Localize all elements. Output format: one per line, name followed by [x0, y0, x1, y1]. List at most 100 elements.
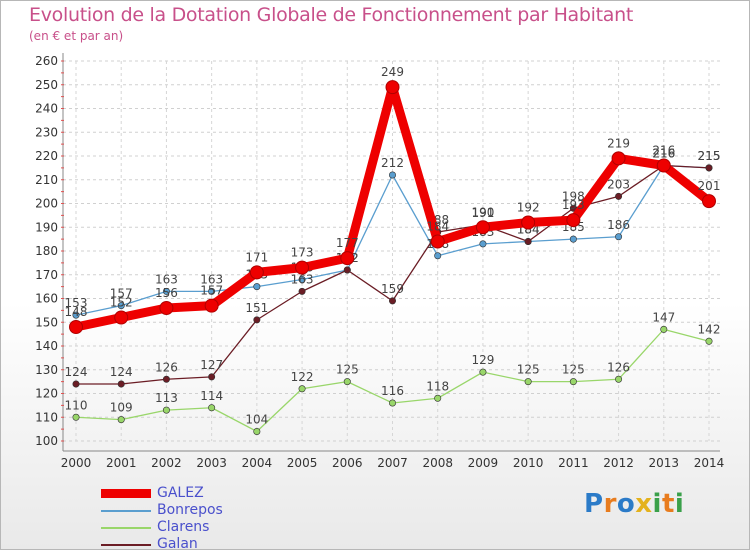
data-label: 124: [65, 365, 88, 379]
data-point: [295, 260, 310, 275]
chart-title: Evolution de la Dotation Globale de Fonc…: [29, 4, 634, 26]
legend-swatch-bonrepos: [101, 510, 151, 512]
y-tick-label: 170: [35, 268, 58, 282]
data-label: 157: [200, 284, 223, 298]
data-label: 157: [110, 287, 133, 301]
y-tick-label: 130: [35, 363, 58, 377]
data-point: [388, 171, 396, 179]
data-label: 104: [245, 413, 268, 427]
logo-letter: i: [674, 489, 685, 519]
y-tick-label: 140: [35, 339, 58, 353]
data-label: 148: [65, 305, 88, 319]
data-point: [117, 416, 125, 424]
x-tick-label: 2011: [558, 456, 589, 470]
data-label: 142: [698, 322, 721, 336]
data-point: [343, 378, 351, 386]
data-label: 192: [517, 201, 540, 215]
data-label: 113: [155, 391, 178, 405]
y-tick-label: 200: [35, 197, 58, 211]
data-point: [298, 275, 306, 283]
x-tick-label: 2012: [603, 456, 634, 470]
data-label: 152: [110, 296, 133, 310]
chart-subtitle: (en € et par an): [29, 29, 124, 43]
data-point: [253, 316, 261, 324]
legend-swatch-clarens: [101, 527, 151, 529]
data-point: [524, 378, 532, 386]
data-label: 153: [65, 296, 88, 310]
data-point: [388, 399, 396, 407]
data-label: 109: [110, 401, 133, 415]
data-point: [72, 380, 80, 388]
data-point: [253, 283, 261, 291]
data-point: [204, 298, 219, 313]
data-label: 249: [381, 65, 404, 79]
y-tick-label: 190: [35, 220, 58, 234]
y-tick-label: 180: [35, 244, 58, 258]
data-label: 110: [65, 398, 88, 412]
data-label: 190: [471, 205, 494, 219]
data-point: [705, 337, 713, 345]
data-label: 125: [336, 363, 359, 377]
data-point: [343, 266, 351, 274]
data-point: [385, 80, 400, 95]
data-point: [208, 404, 216, 412]
data-label: 163: [200, 272, 223, 286]
data-label: 116: [381, 384, 404, 398]
data-point: [72, 413, 80, 421]
data-label: 126: [155, 360, 178, 374]
data-point: [388, 297, 396, 305]
data-label: 215: [698, 149, 721, 163]
legend-label: Clarens: [157, 519, 210, 535]
logo-letter: x: [635, 489, 653, 519]
data-point: [249, 265, 264, 280]
data-point: [434, 252, 442, 260]
data-label: 127: [200, 358, 223, 372]
data-label: 216: [652, 147, 675, 161]
y-tick-label: 230: [35, 125, 58, 139]
data-point: [569, 235, 577, 243]
data-label: 156: [155, 286, 178, 300]
data-label: 114: [200, 389, 223, 403]
y-tick-label: 210: [35, 173, 58, 187]
x-tick-label: 2010: [513, 456, 544, 470]
y-tick-label: 110: [35, 410, 58, 424]
data-label: 163: [155, 272, 178, 286]
data-point: [705, 164, 713, 172]
data-point: [434, 394, 442, 402]
legend-swatch-galan: [101, 544, 151, 546]
data-label: 129: [471, 353, 494, 367]
data-label: 219: [607, 136, 630, 150]
data-label: 203: [607, 177, 630, 191]
data-point: [114, 310, 129, 325]
data-point: [162, 406, 170, 414]
data-point: [430, 234, 445, 249]
data-point: [208, 287, 216, 295]
x-tick-label: 2001: [106, 456, 137, 470]
data-point: [159, 301, 174, 315]
legend-label: Bonrepos: [157, 502, 223, 518]
x-tick-label: 2000: [61, 456, 92, 470]
data-point: [702, 194, 716, 209]
data-label: 198: [562, 189, 585, 203]
y-tick-label: 240: [35, 102, 58, 116]
logo-letter: o: [616, 489, 636, 519]
data-point: [298, 385, 306, 393]
data-label: 177: [336, 236, 359, 250]
data-label: 216: [652, 147, 675, 161]
data-point: [117, 302, 125, 310]
y-tick-label: 250: [35, 78, 58, 92]
data-label: 215: [698, 149, 721, 163]
x-tick-label: 2009: [468, 456, 499, 470]
x-tick-label: 2014: [694, 456, 725, 470]
series-clarens: 110 109 113 114 104 122 125 116 118 129 125 125 126 1…: [65, 310, 721, 435]
data-label: 201: [698, 179, 721, 193]
data-label: 125: [517, 363, 540, 377]
data-point: [569, 378, 577, 386]
data-point: [162, 375, 170, 383]
data-point: [72, 311, 80, 319]
data-point: [479, 368, 487, 376]
data-label: 191: [471, 206, 494, 220]
x-tick-label: 2008: [422, 456, 453, 470]
data-label: 122: [291, 370, 314, 384]
